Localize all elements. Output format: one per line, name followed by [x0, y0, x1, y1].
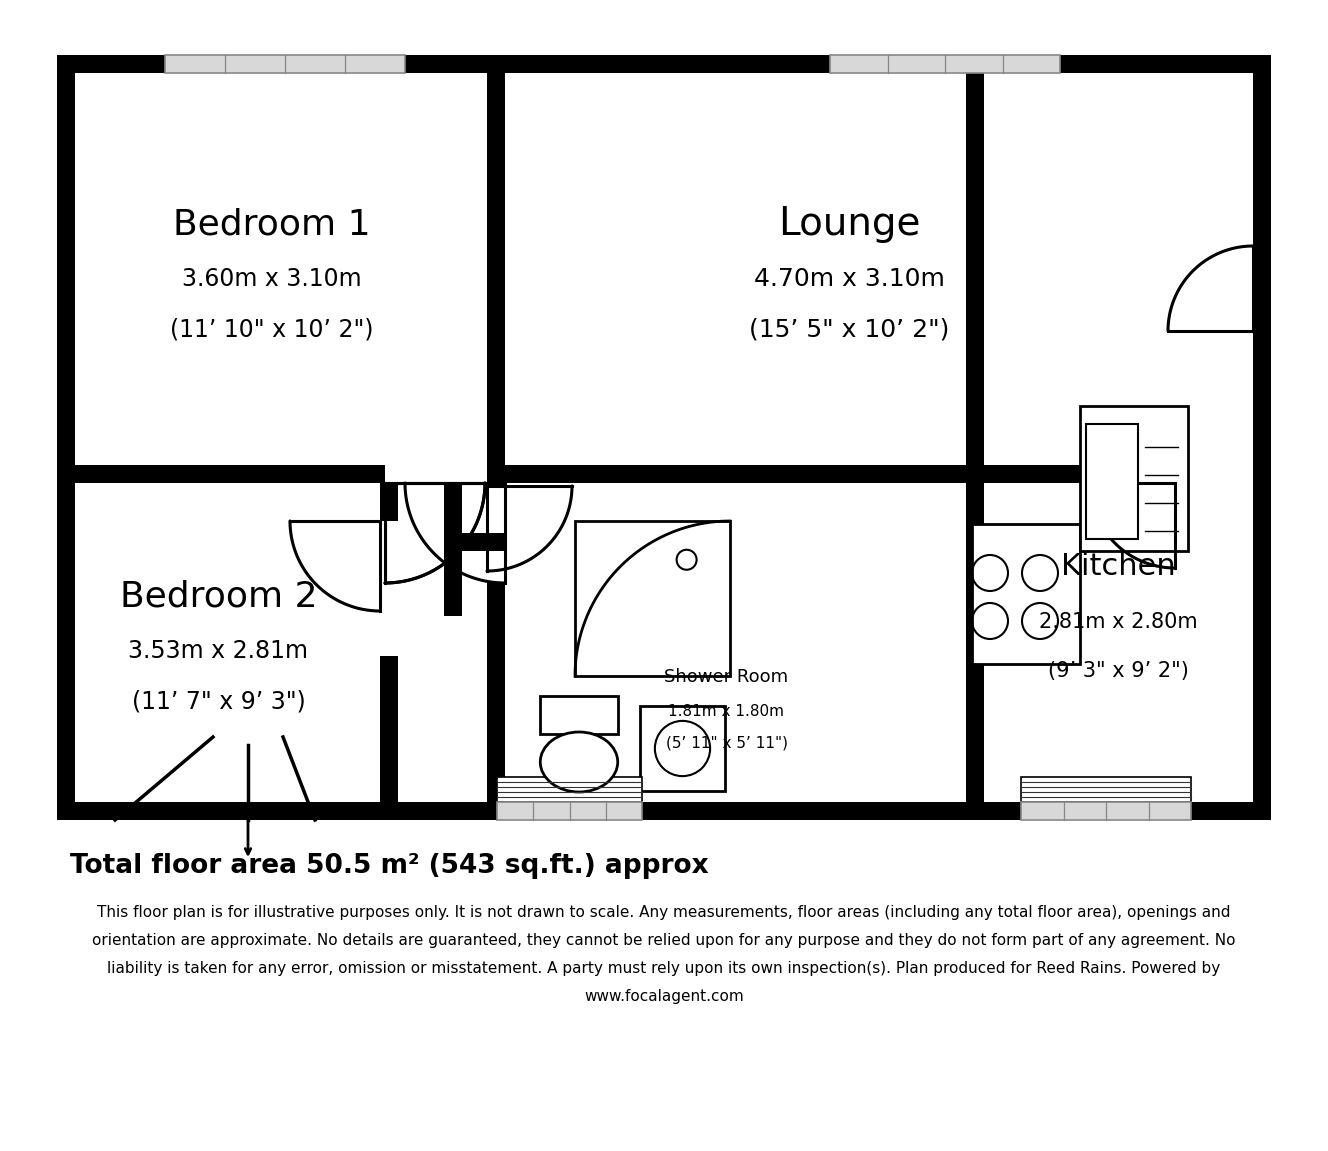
Bar: [1021, 777, 1191, 802]
Bar: [1021, 802, 1191, 820]
Bar: [830, 55, 1060, 73]
Text: Lounge: Lounge: [778, 205, 920, 243]
Text: Bedroom 2: Bedroom 2: [120, 579, 317, 613]
Bar: [497, 802, 641, 820]
Bar: [57, 55, 1271, 820]
Bar: [57, 55, 1271, 73]
Bar: [380, 483, 398, 521]
Text: Shower Room: Shower Room: [664, 668, 789, 686]
Bar: [830, 55, 1060, 73]
Text: 4.70m x 3.10m: 4.70m x 3.10m: [753, 267, 944, 291]
Text: www.focalagent.com: www.focalagent.com: [584, 989, 744, 1004]
Bar: [965, 55, 984, 820]
Bar: [1086, 424, 1138, 539]
Bar: [497, 802, 641, 820]
Bar: [380, 656, 398, 802]
Bar: [74, 465, 380, 483]
Text: (15’ 5" x 10’ 2"): (15’ 5" x 10’ 2"): [749, 317, 950, 341]
Bar: [505, 465, 965, 483]
Bar: [57, 802, 1271, 820]
Bar: [497, 777, 641, 802]
Bar: [640, 706, 725, 791]
Bar: [575, 521, 730, 676]
Text: This floor plan is for illustrative purposes only. It is not drawn to scale. Any: This floor plan is for illustrative purp…: [97, 906, 1231, 921]
Text: 3.60m x 3.10m: 3.60m x 3.10m: [182, 267, 361, 291]
Bar: [487, 483, 505, 486]
Text: 2.81m x 2.80m: 2.81m x 2.80m: [1040, 611, 1198, 632]
Text: (5’ 11" x 5’ 11"): (5’ 11" x 5’ 11"): [665, 735, 788, 750]
Text: (9’ 3" x 9’ 2"): (9’ 3" x 9’ 2"): [1048, 662, 1189, 681]
Text: 1.81m x 1.80m: 1.81m x 1.80m: [668, 704, 785, 719]
Bar: [1254, 55, 1271, 820]
Text: liability is taken for any error, omission or misstatement. A party must rely up: liability is taken for any error, omissi…: [108, 961, 1220, 976]
Text: 3.53m x 2.81m: 3.53m x 2.81m: [129, 640, 308, 663]
Bar: [165, 55, 405, 73]
Bar: [57, 55, 74, 820]
Bar: [444, 533, 505, 551]
Ellipse shape: [655, 721, 710, 776]
Text: (11’ 10" x 10’ 2"): (11’ 10" x 10’ 2"): [170, 317, 373, 341]
Bar: [1080, 406, 1189, 551]
Bar: [1021, 802, 1191, 820]
Text: Kitchen: Kitchen: [1061, 552, 1175, 581]
Text: Bedroom 1: Bedroom 1: [173, 207, 371, 241]
Bar: [444, 551, 462, 616]
Bar: [487, 55, 505, 483]
Bar: [984, 465, 1175, 483]
Bar: [444, 483, 462, 551]
Text: orientation are approximate. No details are guaranteed, they cannot be relied up: orientation are approximate. No details …: [92, 933, 1236, 948]
Bar: [540, 696, 618, 734]
Text: (11’ 7" x 9’ 3"): (11’ 7" x 9’ 3"): [131, 689, 305, 714]
Bar: [487, 584, 505, 802]
Ellipse shape: [540, 732, 618, 792]
Text: Total floor area 50.5 m² (543 sq.ft.) approx: Total floor area 50.5 m² (543 sq.ft.) ap…: [70, 853, 709, 879]
Bar: [540, 696, 618, 734]
Bar: [165, 55, 405, 73]
Bar: [972, 524, 1080, 664]
Bar: [380, 465, 385, 483]
